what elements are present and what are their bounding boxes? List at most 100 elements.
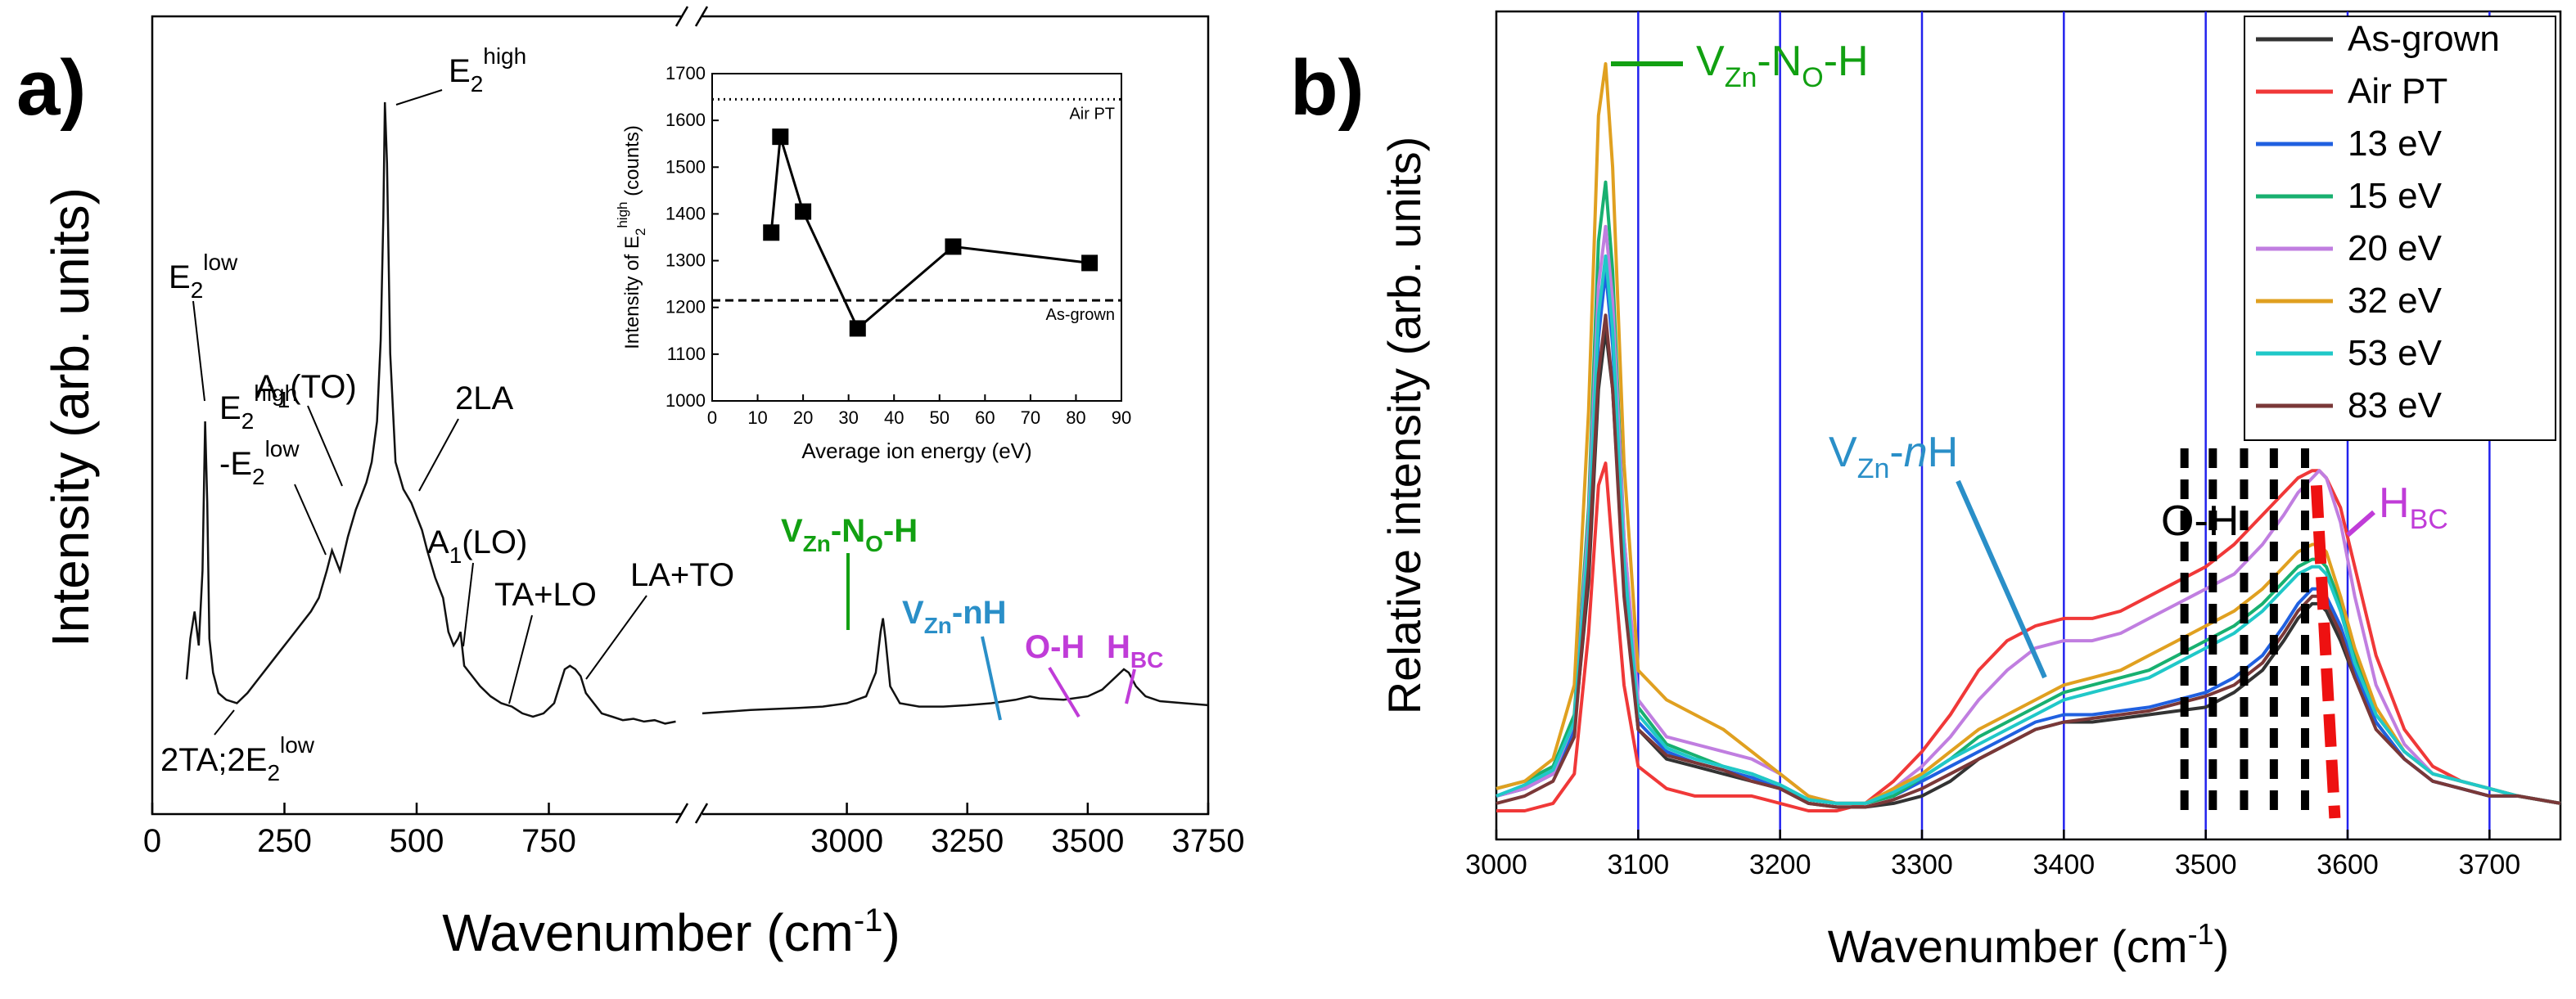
x-tick-label: 3000 — [1465, 849, 1527, 880]
label-vzn-nh: VZn-nH — [1829, 429, 1958, 484]
peak-label-e2high-top: E2high — [449, 43, 526, 97]
series-line-53-ev — [1496, 254, 2561, 805]
peak-label-leader — [294, 484, 327, 556]
label-leader-magenta — [2346, 510, 2375, 538]
inset-point — [849, 320, 866, 337]
peak-label-2la: 2LA — [455, 380, 513, 416]
peak-label-a1lo: A1(LO) — [427, 524, 527, 568]
legend-label: 20 eV — [2348, 228, 2443, 268]
inset-point — [763, 224, 780, 241]
axis-break-mark — [674, 803, 689, 824]
x-tick-label: 750 — [521, 823, 576, 859]
panel-b-frame — [1495, 10, 2562, 841]
legend-label: 83 eV — [2348, 385, 2443, 425]
inset-y-tick-label: 1500 — [665, 156, 706, 177]
axis-break-mark — [674, 6, 689, 27]
inset-series-line — [769, 136, 1090, 331]
inset-x-tick-label: 40 — [884, 407, 904, 428]
inset-chart: 0 10 20 30 40 50 60 70 80 90 1000 1100 1200 1300 1400 1… — [615, 63, 1131, 463]
legend-box — [2244, 16, 2556, 441]
legend-label: Air PT — [2348, 71, 2447, 111]
inset-ticks: 0 10 20 30 40 50 60 70 80 90 1000 1100 1200 1300 1400 1… — [665, 63, 1131, 428]
inset-x-label: Average ion energy (eV) — [801, 439, 1031, 463]
hbc-trend-dashed-line — [2310, 484, 2341, 819]
inset-y-tick-label: 1700 — [665, 63, 706, 83]
peak-label-leader — [418, 418, 459, 492]
inset-ref-label-air-pt: Air PT — [1069, 105, 1115, 123]
legend-label: 32 eV — [2348, 281, 2443, 321]
label-vzn-no-h: VZn-NO-H — [781, 513, 918, 556]
x-tick-label: 500 — [390, 823, 444, 859]
y-axis-label: Intensity (arb. units) — [41, 187, 100, 647]
x-tick-label: 3500 — [2175, 849, 2237, 880]
x-tick-label: 250 — [257, 823, 312, 859]
panel-b: 3000 3100 3200 3300 3400 3500 3600 3700 Relativ… — [1378, 10, 2562, 972]
x-tick-label: 3600 — [2317, 849, 2379, 880]
inset-x-tick-label: 90 — [1112, 407, 1131, 428]
peak-label-leader — [307, 405, 343, 487]
peak-label-a1to: A1(TO) — [255, 369, 357, 412]
inset-point — [1081, 254, 1099, 272]
series-lines — [1496, 62, 2561, 812]
x-axis-label: Wavenumber (cm-1) — [442, 902, 900, 962]
inset-x-tick-label: 10 — [747, 407, 767, 428]
label-oh: O-H — [2161, 497, 2239, 545]
x-tick-label: 0 — [143, 823, 161, 859]
inset-point — [772, 128, 789, 146]
series-line-air-pt — [1496, 461, 2561, 812]
inset-x-tick-label: 80 — [1066, 407, 1085, 428]
inset-point — [795, 203, 812, 220]
label-hbc: HBC — [2379, 479, 2448, 535]
panel-b-label: b) — [1290, 44, 1365, 132]
peak-label-leader — [214, 709, 235, 736]
inset-y-tick-label: 1000 — [665, 390, 706, 411]
inset-y-label: Intensity of E2high (counts) — [615, 125, 648, 349]
panel-a: 0 250 500 750 3000 3250 3500 3750 Intensity (ar… — [41, 6, 1245, 962]
legend-items: As-grown Air PT 13 eV 15 eV 20 eV 32 eV 53 eV 8… — [2256, 19, 2500, 425]
inset-y-tick-label: 1600 — [665, 110, 706, 130]
peak-label-leader — [395, 89, 443, 106]
inset-x-tick-label: 0 — [707, 407, 717, 428]
label-leader-blue — [1956, 479, 2047, 679]
inset-point — [945, 238, 962, 255]
x-tick-label: 3100 — [1608, 849, 1670, 880]
x-axis-label: Wavenumber (cm-1) — [1828, 917, 2229, 972]
series-line-32-ev — [1496, 62, 2561, 805]
x-tick-label: 3700 — [2459, 849, 2521, 880]
inset-x-tick-label: 60 — [975, 407, 995, 428]
peak-label-2ta: 2TA;2E2low — [160, 732, 315, 785]
x-axis-ticks: 3000 3100 3200 3300 3400 3500 3600 3700 — [1465, 830, 2520, 880]
inset-frame — [711, 73, 1122, 402]
panel-a-label: a) — [16, 44, 86, 132]
label-leader-magenta — [1048, 666, 1080, 718]
peak-label-leader — [192, 300, 205, 402]
label-leader-magenta — [1125, 668, 1136, 704]
legend-label: 15 eV — [2348, 176, 2443, 216]
inset-ref-label-as-grown: As-grown — [1046, 306, 1115, 324]
peak-label-e2low: E2low — [169, 250, 238, 303]
x-tick-label: 3300 — [1891, 849, 1953, 880]
x-tick-label: 3500 — [1051, 823, 1124, 859]
spectrum-low-line — [185, 101, 676, 725]
legend: As-grown Air PT 13 eV 15 eV 20 eV 32 eV 53 eV 8… — [2244, 16, 2556, 441]
peak-label-leader — [585, 595, 647, 680]
label-vzn-no-h: VZn-NO-H — [1696, 38, 1869, 93]
x-tick-label: 3750 — [1172, 823, 1245, 859]
x-axis-ticks: 0 250 500 750 3000 3250 3500 3750 — [143, 803, 1245, 859]
label-hbc: HBC — [1107, 629, 1163, 673]
inset-y-tick-label: 1100 — [667, 344, 706, 364]
x-tick-label: 3000 — [810, 823, 883, 859]
legend-label: 53 eV — [2348, 333, 2443, 373]
peak-label-leader — [508, 614, 533, 704]
peak-label-la-to: LA+TO — [630, 557, 734, 593]
legend-label: 13 eV — [2348, 124, 2443, 164]
axis-break-mark — [694, 6, 709, 27]
spectrum-high-line — [702, 618, 1209, 715]
inset-x-tick-label: 70 — [1021, 407, 1040, 428]
axis-break-gap — [681, 8, 702, 26]
inset-y-tick-label: 1300 — [665, 250, 706, 271]
axis-break-gap-bottom — [681, 805, 702, 823]
inset-y-tick-label: 1200 — [665, 297, 706, 317]
peak-label-ta-lo: TA+LO — [494, 577, 597, 613]
